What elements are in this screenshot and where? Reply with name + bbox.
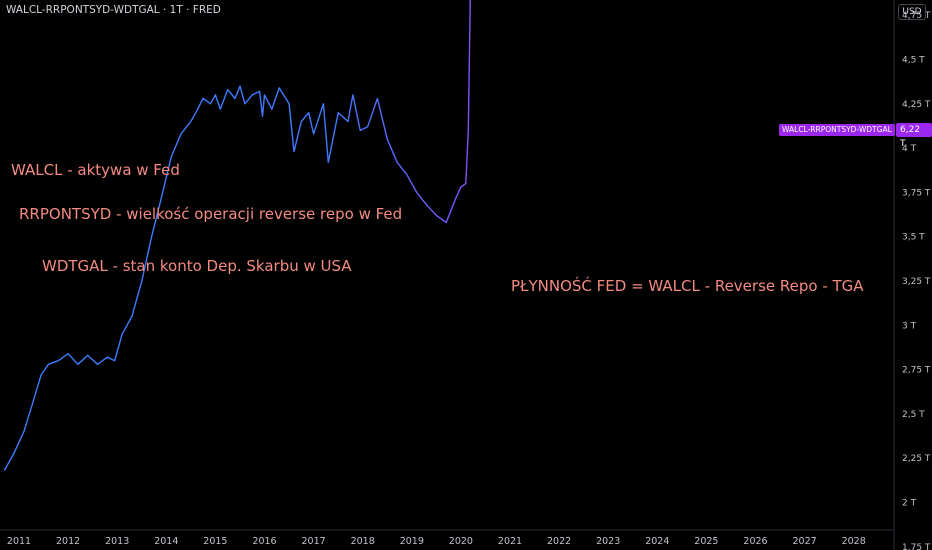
annotation-liquidity-formula: PŁYNNOŚĆ FED = WALCL - Reverse Repo - TG… — [511, 277, 864, 295]
y-tick-label: 2,5 T — [902, 410, 925, 420]
y-tick-label: 2,75 T — [902, 366, 931, 376]
x-tick-label: 2013 — [105, 536, 129, 547]
x-tick-label: 2026 — [743, 536, 767, 547]
chart-title: WALCL-RRPONTSYD-WDTGAL · 1T · FRED — [6, 4, 221, 16]
y-tick-label: 1,75 T — [902, 543, 931, 550]
x-tick-label: 2021 — [498, 536, 522, 547]
x-tick-label: 2025 — [694, 536, 718, 547]
y-tick-label: 3 T — [902, 321, 917, 331]
x-tick-label: 2016 — [252, 536, 276, 547]
series-name-tag: WALCL-RRPONTSYD-WDTGAL — [779, 124, 895, 136]
axes — [0, 0, 895, 550]
y-axis-ticks: 7,25 T7 T6,75 T6,5 T6,25 T6 T5,75 T5,5 T… — [902, 11, 931, 550]
x-axis-ticks: 2011 2012 2013 2014 2015 2016 2017 2018 2019 2020… — [7, 536, 866, 547]
x-tick-label: 2022 — [547, 536, 571, 547]
x-tick-label: 2011 — [7, 536, 31, 547]
x-tick-label: 2019 — [400, 536, 424, 547]
y-tick-label: 2,25 T — [902, 454, 931, 464]
y-tick-label: 2 T — [902, 499, 917, 509]
y-tick-label: 3,75 T — [902, 188, 931, 198]
x-tick-label: 2014 — [154, 536, 178, 547]
y-tick-label: 3,25 T — [902, 277, 931, 287]
x-tick-label: 2018 — [351, 536, 375, 547]
annotation-wdtgal: WDTGAL - stan konto Dep. Skarbu w USA — [42, 257, 352, 275]
y-tick-label: 4,5 T — [902, 56, 925, 66]
x-tick-label: 2012 — [56, 536, 80, 547]
x-tick-label: 2020 — [449, 536, 473, 547]
annotation-rrpontsyd: RRPONTSYD - wielkość operacji reverse re… — [19, 205, 403, 223]
series-line — [3, 0, 471, 471]
currency-button[interactable]: USD — [898, 4, 926, 20]
x-tick-label: 2027 — [793, 536, 817, 547]
y-tick-label: 4,75 T — [902, 11, 931, 21]
y-tick-label: 3,5 T — [902, 233, 925, 243]
x-tick-label: 2015 — [203, 536, 227, 547]
last-price-tag: 6,22 T — [896, 123, 932, 149]
x-tick-label: 2023 — [596, 536, 620, 547]
x-tick-label: 2017 — [302, 536, 326, 547]
x-tick-label: 2028 — [842, 536, 866, 547]
x-tick-label: 2024 — [645, 536, 669, 547]
y-tick-label: 4 T — [902, 144, 917, 154]
y-tick-label: 4,25 T — [902, 100, 931, 110]
annotation-walcl: WALCL - aktywa w Fed — [11, 161, 180, 179]
